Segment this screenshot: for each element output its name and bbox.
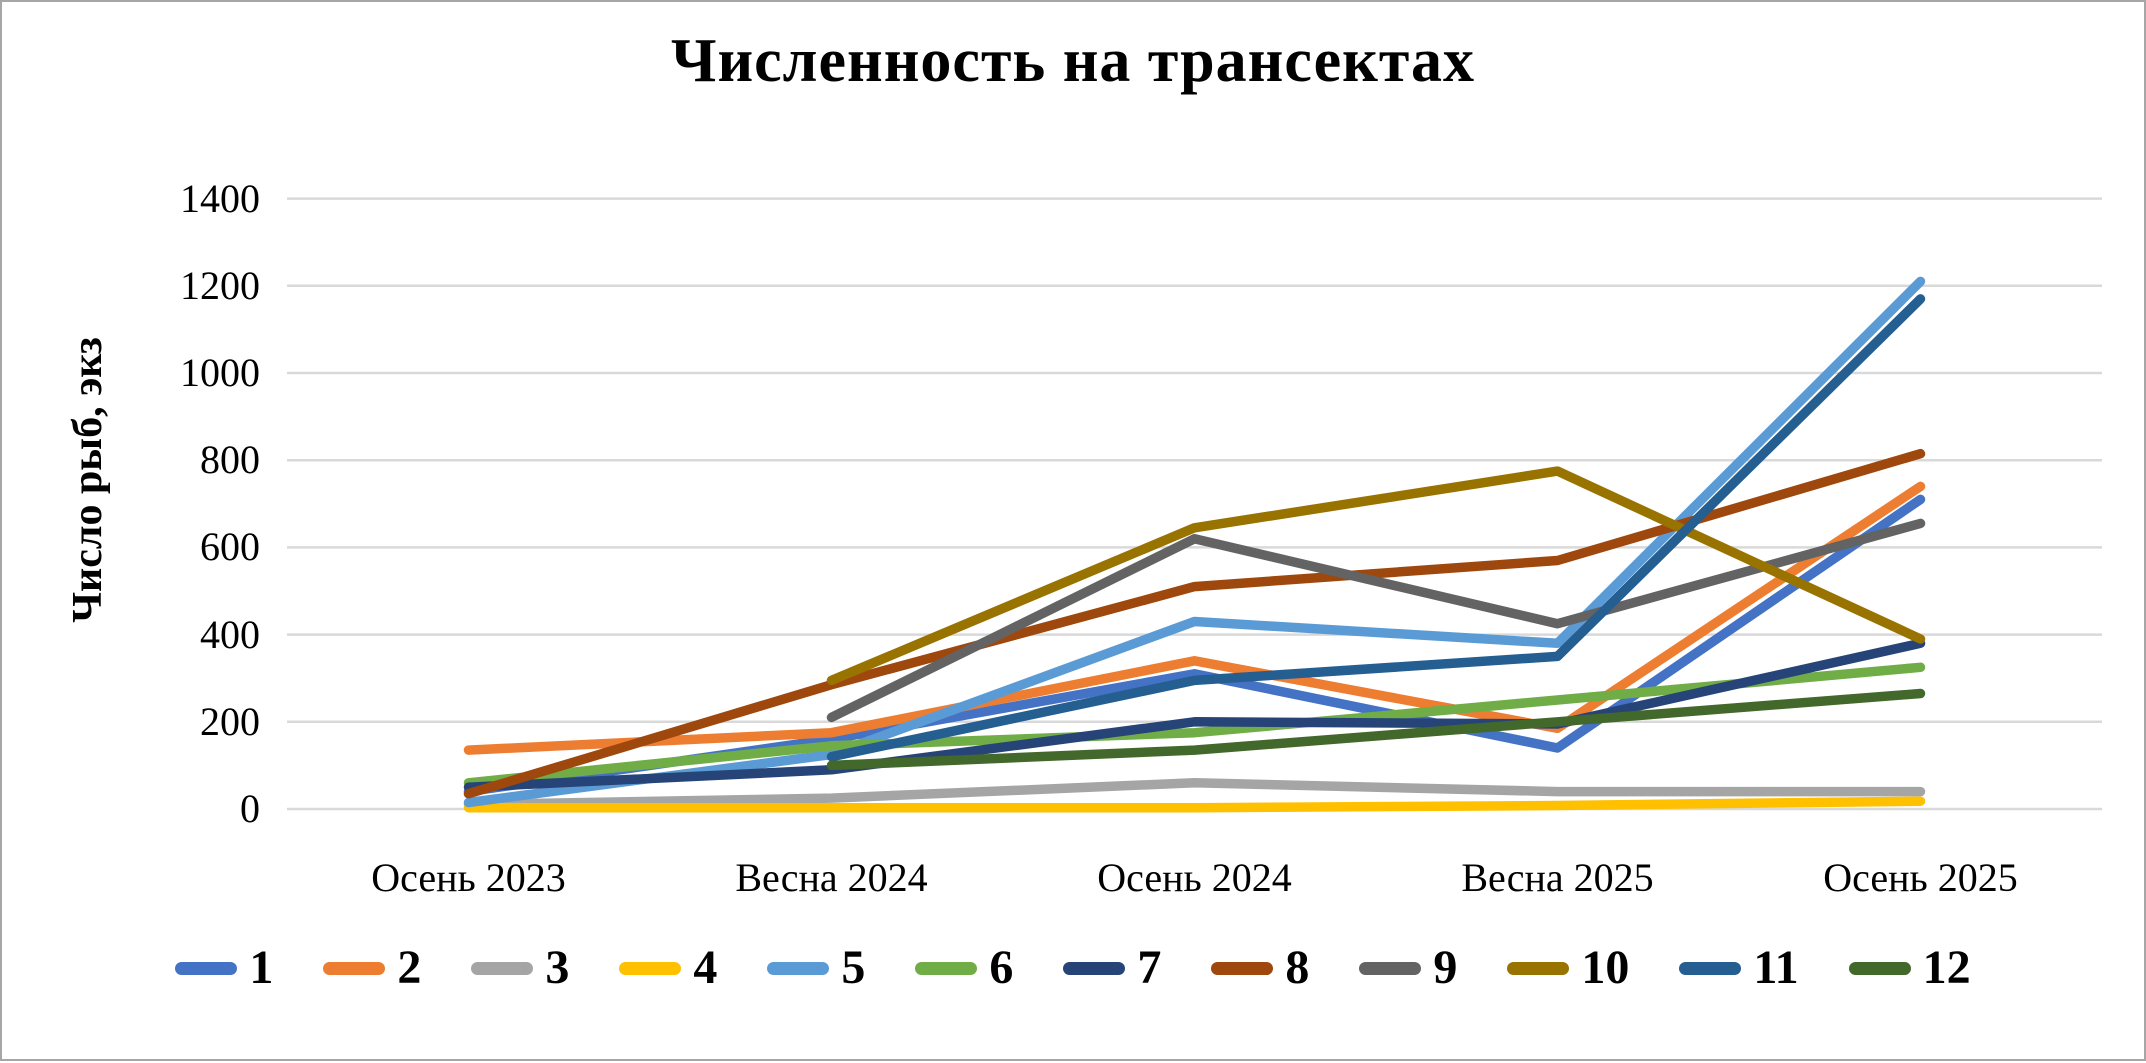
y-tick-label: 1000 <box>180 350 260 395</box>
series-line-12 <box>826 688 1926 771</box>
legend-item-1: 1 <box>175 944 273 992</box>
legend-swatch-icon <box>1679 961 1742 975</box>
legend-swatch-icon <box>915 961 978 975</box>
y-tick-label: 1400 <box>180 175 260 221</box>
legend-swatch-icon <box>175 961 238 975</box>
legend-label: 10 <box>1581 941 1630 994</box>
legend-label: 2 <box>397 941 422 994</box>
legend-item-5: 5 <box>767 944 865 992</box>
y-tick-label: 1200 <box>180 262 260 308</box>
legend-item-11: 11 <box>1679 941 1799 994</box>
legend-label: 12 <box>1922 941 1971 994</box>
x-category-label: Осень 2023 <box>371 855 566 900</box>
y-tick-label: 800 <box>200 437 260 483</box>
x-category-label: Осень 2025 <box>1823 855 2018 900</box>
legend-label: 11 <box>1753 941 1799 994</box>
x-category-label: Весна 2025 <box>1461 855 1654 900</box>
legend-label: 3 <box>545 941 570 994</box>
series-line-3 <box>463 778 1926 810</box>
series-line-10 <box>826 466 1926 686</box>
y-tick-label: 400 <box>200 611 260 657</box>
series-line-2 <box>463 481 1926 755</box>
legend-label: 4 <box>693 941 718 994</box>
legend-swatch-icon <box>1359 961 1422 975</box>
legend-swatch-icon <box>619 961 682 975</box>
chart-title: Численность на трансектах <box>670 27 1476 95</box>
x-category-label: Весна 2024 <box>735 855 928 900</box>
series-line-11 <box>826 294 1926 762</box>
series-line-9 <box>826 518 1926 723</box>
legend-label: 9 <box>1433 941 1458 994</box>
legend-item-7: 7 <box>1063 944 1161 992</box>
series-line-6 <box>463 662 1926 788</box>
legend-swatch-icon <box>1507 961 1570 975</box>
legend-item-10: 10 <box>1507 944 1629 992</box>
legend-swatch-icon <box>1063 961 1126 975</box>
legend-label: 7 <box>1137 941 1162 994</box>
legend-item-8: 8 <box>1211 944 1309 992</box>
series-line-4 <box>463 796 1926 813</box>
legend-item-12: 12 <box>1848 941 1971 994</box>
y-tick-label: 0 <box>240 786 260 831</box>
legend-label: 5 <box>841 941 866 994</box>
legend-label: 1 <box>249 941 274 994</box>
legend-swatch-icon <box>471 961 534 975</box>
legend-swatch-icon <box>767 961 830 975</box>
series-line-7 <box>463 638 1926 792</box>
legend-label: 6 <box>989 941 1014 994</box>
legend-swatch-icon <box>323 961 386 975</box>
legend-swatch-icon <box>1848 961 1911 975</box>
legend-item-9: 9 <box>1359 944 1457 992</box>
legend-label: 8 <box>1285 941 1310 994</box>
y-tick-label: 200 <box>200 698 260 744</box>
x-category-label: Осень 2024 <box>1097 855 1292 900</box>
legend-item-2: 2 <box>323 944 421 992</box>
legend-item-4: 4 <box>619 944 717 992</box>
legend-swatch-icon <box>1211 961 1274 975</box>
legend-item-6: 6 <box>915 944 1013 992</box>
legend-item-3: 3 <box>471 944 569 992</box>
chart-legend: 1 2 3 4 5 6 7 8 9 10 11 12 <box>2 930 2144 1006</box>
y-tick-label: 600 <box>200 524 260 570</box>
